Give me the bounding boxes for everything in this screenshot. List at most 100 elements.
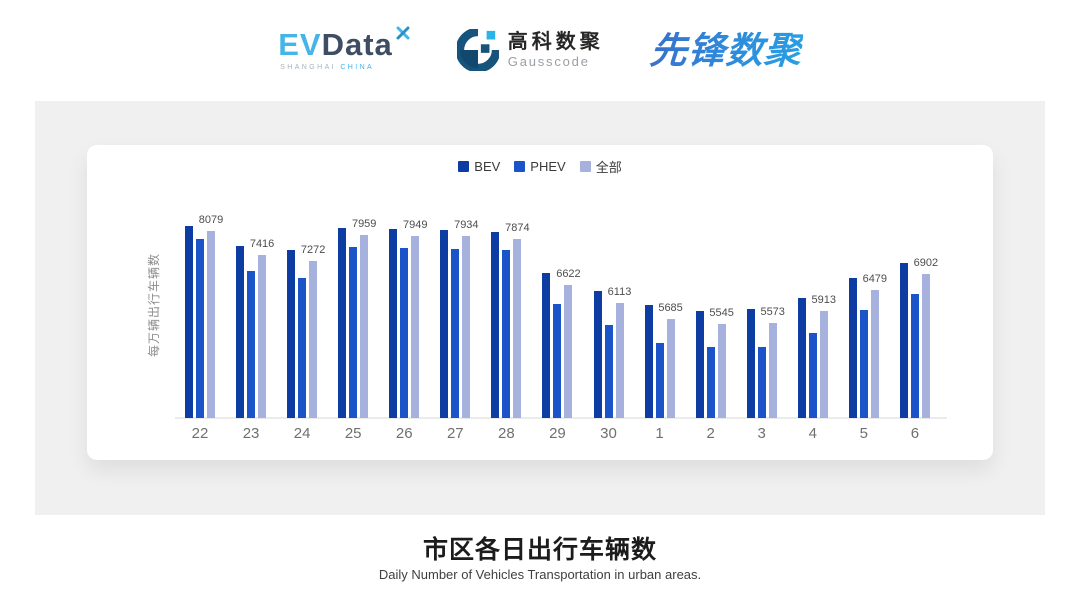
x-axis-label: 26 [395, 425, 413, 442]
bar-bev [797, 298, 806, 418]
bar-group-23: 7416 [236, 203, 274, 418]
legend-swatch-all [579, 161, 591, 172]
x-axis-label: 28 [498, 425, 515, 442]
bar-bev [338, 228, 347, 418]
bar-group-4: 5913 [797, 203, 836, 418]
bar-bev [746, 309, 755, 418]
bar-value-label: 7949 [403, 219, 428, 231]
bar-all [258, 255, 267, 418]
bar-plot: 8079 7416 7272 7959 7949 7934 7874 6622 6113 5685… [185, 203, 938, 418]
chart-title: 市区各日出行车辆数 [422, 536, 657, 564]
bar-group-22: 8079 [185, 203, 223, 418]
bar-group-1: 5685 [644, 203, 683, 418]
bar-all [564, 285, 573, 418]
legend-item-phev[interactable]: PHEV [514, 159, 566, 174]
evdata-subtext: SHANGHAI CHINA [278, 64, 411, 71]
bar-bev [644, 305, 653, 418]
bar-bev [287, 250, 296, 418]
x-axis-label: 2 [706, 425, 715, 442]
bar-value-label: 7959 [351, 218, 377, 230]
bar-all [666, 319, 675, 418]
x-axis-label: 6 [910, 425, 920, 442]
bar-value-label: 5573 [760, 306, 785, 318]
evdata-wordmark: EV Data [278, 26, 411, 62]
evdata-china-text: CHINA [340, 64, 375, 71]
x-axis-label: 22 [191, 425, 209, 442]
x-axis-label: 5 [859, 425, 868, 442]
bar-group-25: 7959 [338, 203, 376, 418]
bar-group-3: 5573 [746, 203, 785, 418]
bar-all [462, 236, 471, 418]
legend-swatch-phev [514, 161, 526, 172]
gausscode-cn-text: 高科数聚 [507, 31, 604, 53]
bar-all [717, 324, 726, 418]
bar-value-label: 6902 [913, 257, 939, 269]
legend-label-bev: BEV [474, 159, 501, 174]
bar-value-label: 6113 [607, 286, 632, 298]
x-axis-labels: 22 23 24 25 26 27 28 29 30 1 2 3 4 5 6 [185, 425, 930, 442]
bar-phev [808, 333, 817, 418]
pioneer-logo: 先锋数聚 [648, 29, 804, 71]
bar-all [615, 303, 624, 418]
bar-value-label: 6479 [862, 273, 888, 285]
chart-subtitle: Daily Number of Vehicles Transportation … [378, 567, 702, 582]
evdata-data-text: Data [321, 27, 393, 62]
legend-item-bev[interactable]: BEV [458, 159, 500, 174]
bar-phev [451, 249, 460, 418]
bar-bev [440, 230, 449, 418]
x-axis-label: 30 [600, 425, 617, 442]
x-axis-label: 3 [757, 425, 766, 442]
gausscode-wordmark: 高科数聚 Gausscode [508, 31, 604, 69]
bar-group-5: 6479 [848, 203, 887, 418]
bar-bev [542, 273, 551, 418]
evdata-ev-text: EV [278, 27, 322, 62]
x-axis-label: 4 [808, 425, 817, 442]
bar-phev [757, 347, 766, 418]
gausscode-g-icon [456, 29, 499, 71]
bar-phev [859, 310, 868, 418]
bar-value-label: 5913 [811, 294, 836, 306]
evdata-logo: EV Data SHANGHAI CHINA [278, 26, 411, 71]
x-axis-label: 23 [242, 425, 260, 442]
bar-group-27: 7934 [440, 203, 479, 418]
bar-value-label: 6622 [556, 268, 581, 280]
bar-phev [196, 239, 204, 418]
bar-phev [502, 250, 511, 418]
legend-label-phev: PHEV [530, 159, 566, 174]
bar-phev [910, 294, 919, 418]
legend-item-all[interactable]: 全部 [579, 157, 622, 176]
bar-group-28: 7874 [491, 203, 530, 418]
bar-all [207, 231, 215, 418]
bar-group-30: 6113 [593, 203, 631, 418]
bar-bev [185, 226, 193, 418]
header-logos: EV Data SHANGHAI CHINA 高科数聚 Gausscode [0, 16, 1080, 84]
bar-all [513, 239, 522, 418]
x-axis-label: 1 [655, 425, 664, 442]
bar-value-label: 7874 [505, 222, 530, 234]
bar-bev [593, 291, 602, 418]
bar-value-label: 7416 [249, 238, 275, 250]
gausscode-logo: 高科数聚 Gausscode [456, 29, 604, 71]
evdata-shanghai-text: SHANGHAI [280, 64, 336, 71]
evdata-x-icon [396, 26, 410, 40]
bar-group-2: 5545 [695, 203, 734, 418]
bar-bev [848, 278, 857, 418]
y-axis-title: 每万辆出行车辆数 [147, 252, 161, 357]
x-axis-line [175, 417, 947, 419]
bar-all [309, 261, 318, 418]
bar-phev [247, 271, 256, 418]
bar-group-24: 7272 [287, 203, 325, 418]
bar-all [360, 235, 369, 418]
bar-group-6: 6902 [899, 203, 938, 418]
x-axis-label: 25 [344, 425, 362, 442]
chart-card: BEV PHEV 全部 每万辆出行车辆数 8079 7416 7272 7959 7949 7… [87, 145, 993, 460]
bar-value-label: 8079 [198, 214, 224, 226]
bar-phev [706, 347, 715, 418]
bar-group-29: 6622 [542, 203, 581, 418]
bar-bev [389, 229, 398, 418]
bar-phev [553, 304, 562, 418]
bar-phev [604, 325, 613, 418]
chart-legend: BEV PHEV 全部 [87, 157, 993, 176]
bar-value-label: 5685 [658, 302, 683, 314]
